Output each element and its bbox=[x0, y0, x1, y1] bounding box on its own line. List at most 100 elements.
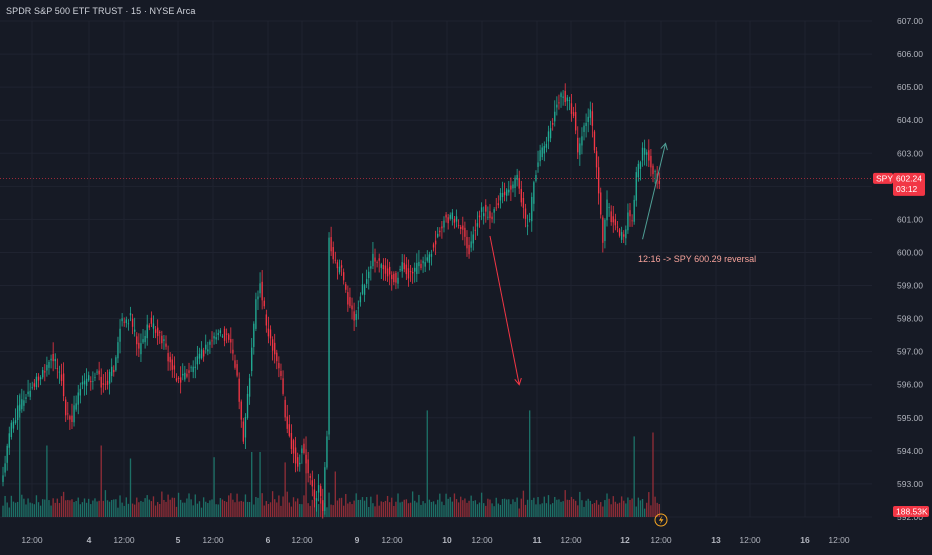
volume-bar bbox=[643, 508, 646, 517]
volume-bar bbox=[493, 506, 495, 517]
volume-bar bbox=[14, 502, 17, 517]
volume-bar bbox=[361, 497, 364, 517]
candle-body bbox=[395, 272, 397, 283]
candle-body bbox=[211, 340, 213, 342]
volume-bar bbox=[393, 505, 395, 517]
volume-bar bbox=[230, 493, 232, 517]
candle-body bbox=[188, 370, 190, 373]
candle-body bbox=[136, 336, 138, 345]
volume-bar bbox=[2, 505, 4, 517]
volume-bar bbox=[31, 503, 33, 517]
candle-body bbox=[558, 102, 560, 104]
volume-tag: 188.53K bbox=[893, 506, 929, 517]
time-tick-label: 9 bbox=[355, 535, 360, 545]
candle-body bbox=[246, 393, 249, 418]
volume-bar bbox=[228, 495, 230, 517]
volume-bar bbox=[637, 497, 640, 517]
candle-body bbox=[587, 116, 589, 122]
volume-bar bbox=[60, 496, 63, 517]
volume-bar bbox=[111, 500, 113, 517]
time-tick-label: 12:00 bbox=[21, 535, 43, 545]
volume-bar bbox=[62, 491, 65, 517]
candle-body bbox=[633, 199, 635, 222]
volume-bar bbox=[372, 503, 374, 517]
candle-body bbox=[71, 415, 73, 423]
volume-bar bbox=[574, 500, 577, 517]
time-tick-label: 13 bbox=[711, 535, 721, 545]
volume-bar bbox=[320, 497, 322, 517]
candle-body bbox=[94, 377, 96, 379]
volume-bar bbox=[518, 508, 520, 517]
time-tick-label: 12:00 bbox=[471, 535, 493, 545]
volume-bar bbox=[106, 500, 109, 517]
candle-body bbox=[625, 229, 627, 239]
volume-bar bbox=[129, 458, 132, 517]
candle-body bbox=[422, 260, 424, 264]
candle-body bbox=[69, 416, 71, 420]
volume-bar bbox=[359, 499, 362, 517]
candle-body bbox=[612, 216, 614, 223]
candle-body bbox=[46, 364, 48, 371]
candle-body bbox=[577, 137, 579, 153]
time-axis[interactable]: 12:00 4 12:00 5 12:00 6 12:00 9 12:00 10 12:00 11 12… bbox=[21, 535, 850, 545]
volume-bar bbox=[587, 498, 589, 517]
volume-bar bbox=[600, 502, 602, 517]
volume-bar bbox=[8, 507, 10, 517]
candle-body bbox=[449, 214, 451, 219]
symbol-legend[interactable]: SPDR S&P 500 ETF TRUST · 15 · NYSE Arca bbox=[6, 6, 196, 16]
volume-bar bbox=[309, 505, 311, 517]
volume-bar bbox=[328, 492, 330, 517]
volume-bar bbox=[334, 471, 336, 517]
volume-bar bbox=[192, 505, 194, 517]
candle-body bbox=[597, 167, 600, 194]
volume-bar bbox=[251, 452, 253, 517]
candle-body bbox=[286, 416, 288, 429]
volume-bar bbox=[365, 497, 368, 517]
volume-bar bbox=[508, 499, 510, 517]
volume-bar bbox=[225, 501, 228, 517]
volume-bar bbox=[551, 503, 554, 517]
volume-bar bbox=[274, 499, 276, 517]
volume-bar bbox=[585, 500, 587, 517]
candle-body bbox=[554, 111, 556, 122]
volume-bar bbox=[271, 491, 274, 517]
volume-bar bbox=[568, 499, 571, 517]
candle-body bbox=[261, 281, 263, 301]
volume-bar bbox=[121, 502, 123, 517]
candle-body bbox=[455, 216, 458, 222]
replay-icon[interactable] bbox=[654, 513, 668, 527]
volume-bar bbox=[140, 500, 142, 517]
candle-body bbox=[305, 454, 307, 464]
volume-bar bbox=[388, 502, 391, 517]
volume-bar bbox=[207, 503, 209, 517]
candle-body bbox=[257, 296, 259, 300]
candle-body bbox=[418, 261, 420, 267]
candle-body bbox=[230, 339, 232, 343]
price-axis[interactable]: 607.00606.00605.00604.00603.00602.00601.… bbox=[897, 16, 923, 522]
candle-body bbox=[483, 213, 485, 217]
volume-bar bbox=[478, 502, 481, 517]
volume-bar bbox=[579, 491, 581, 517]
candle-body bbox=[83, 380, 86, 385]
price-tag: 602.24 03:12 bbox=[893, 172, 925, 196]
time-tick-label: 12:00 bbox=[739, 535, 761, 545]
volume-bar bbox=[269, 502, 272, 517]
volume-bar bbox=[549, 504, 552, 517]
volume-bar bbox=[353, 500, 355, 517]
volume-bar bbox=[117, 507, 119, 517]
volume-bar bbox=[133, 504, 136, 517]
candle-body bbox=[14, 420, 17, 423]
candle-body bbox=[8, 433, 10, 448]
candle-body bbox=[150, 317, 153, 324]
time-tick-label: 12:00 bbox=[650, 535, 672, 545]
volume-bar bbox=[650, 505, 652, 517]
volume-bar bbox=[211, 499, 213, 517]
volume-bar bbox=[499, 504, 502, 517]
volume-bar bbox=[213, 457, 215, 517]
candle-body bbox=[357, 307, 359, 309]
candle-body bbox=[503, 191, 506, 196]
candle-body bbox=[236, 364, 238, 376]
volume-bar bbox=[290, 506, 293, 517]
